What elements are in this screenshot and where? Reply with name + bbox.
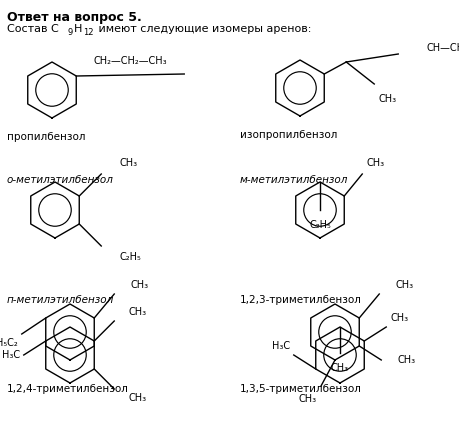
Text: CH₃: CH₃ [119, 158, 137, 168]
Text: 9: 9 [68, 28, 73, 37]
Text: H: H [74, 24, 82, 34]
Text: изопропилбензол: изопропилбензол [240, 130, 337, 140]
Text: о-метилэтилбензол: о-метилэтилбензол [7, 175, 114, 185]
Text: CH₃: CH₃ [128, 393, 146, 403]
Text: CH₂—CH₂—CH₃: CH₂—CH₂—CH₃ [94, 56, 167, 66]
Text: CH₃: CH₃ [331, 363, 349, 373]
Text: 1,2,4-триметилбензол: 1,2,4-триметилбензол [7, 384, 129, 394]
Text: CH₃: CH₃ [366, 158, 384, 168]
Text: 12: 12 [83, 28, 94, 37]
Text: CH₃: CH₃ [378, 94, 397, 104]
Text: H₃C: H₃C [272, 341, 290, 351]
Text: CH₃: CH₃ [390, 313, 409, 323]
Text: CH₃: CH₃ [130, 280, 148, 290]
Text: CH₃: CH₃ [128, 307, 146, 317]
Text: 1,3,5-триметилбензол: 1,3,5-триметилбензол [240, 384, 362, 394]
Text: CH₃: CH₃ [299, 394, 317, 404]
Text: м-метилэтилбензол: м-метилэтилбензол [240, 175, 348, 185]
Text: CH—CH₃: CH—CH₃ [426, 43, 459, 53]
Text: C₂H₅: C₂H₅ [119, 252, 141, 262]
Text: CH₃: CH₃ [395, 280, 414, 290]
Text: C₂H₅: C₂H₅ [309, 220, 331, 230]
Text: 1,2,3-триметилбензол: 1,2,3-триметилбензол [240, 295, 362, 305]
Text: H₅C₂: H₅C₂ [0, 338, 18, 348]
Text: Состав C: Состав C [7, 24, 59, 34]
Text: CH₃: CH₃ [397, 355, 415, 365]
Text: п-метилэтилбензол: п-метилэтилбензол [7, 295, 114, 305]
Text: Ответ на вопрос 5.: Ответ на вопрос 5. [7, 11, 142, 24]
Text: пропилбензол: пропилбензол [7, 132, 85, 142]
Text: имеют следующие изомеры аренов:: имеют следующие изомеры аренов: [95, 24, 311, 34]
Text: H₃C: H₃C [2, 350, 20, 360]
